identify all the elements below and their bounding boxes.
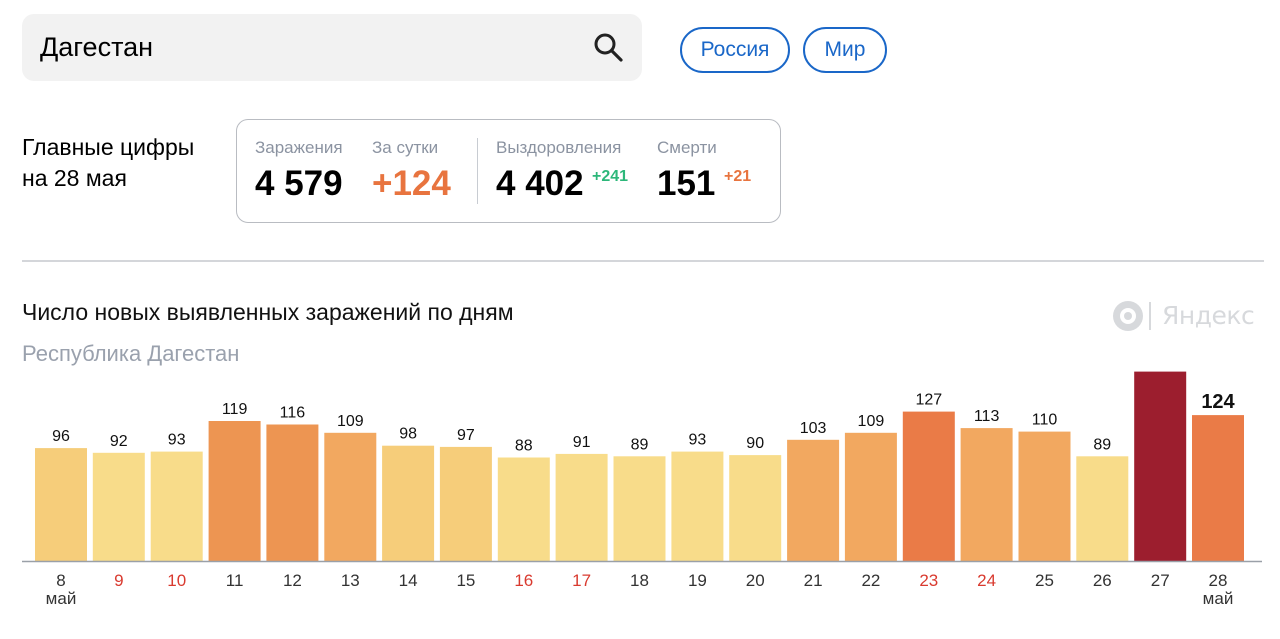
bar-24[interactable] — [960, 428, 1013, 561]
bar-27[interactable] — [1134, 371, 1187, 561]
x-tick-label: 22 — [861, 571, 880, 590]
x-tick-label: 10 — [167, 571, 186, 590]
bar-value-label: 93 — [689, 432, 707, 449]
bar-19[interactable] — [671, 451, 724, 561]
bar-18[interactable] — [613, 456, 666, 561]
deaths-value: 151 — [657, 164, 716, 203]
x-tick-label: 21 — [804, 571, 823, 590]
search-input[interactable]: Дагестан — [40, 32, 154, 62]
bar-21[interactable] — [787, 439, 840, 561]
x-tick-label: 15 — [456, 571, 475, 590]
x-tick-label: 12 — [283, 571, 302, 590]
bar-value-label: 119 — [222, 401, 248, 418]
search-icon[interactable] — [592, 31, 624, 63]
bar-value-label: 90 — [746, 435, 764, 452]
bar-value-label: 91 — [573, 434, 591, 451]
recovered-label: Выздоровления — [496, 138, 622, 157]
x-tick-label: 13 — [341, 571, 360, 590]
x-tick-label: 24 — [977, 571, 996, 590]
bar-11[interactable] — [208, 421, 261, 561]
bar-value-label: 124 — [1201, 391, 1235, 413]
bar-value-label: 109 — [858, 413, 885, 430]
russia-button[interactable]: Россия — [680, 27, 790, 73]
bar-value-label: 89 — [1093, 436, 1111, 453]
x-tick-label: 17 — [572, 571, 591, 590]
bar-9[interactable] — [92, 452, 145, 561]
bar-value-label: 127 — [915, 392, 942, 409]
x-tick-label: 19 — [688, 571, 707, 590]
x-tick-label: 28 — [1209, 571, 1228, 590]
daily-label: За сутки — [372, 138, 439, 157]
bar-value-label: 113 — [974, 408, 1000, 425]
stats-divider — [477, 138, 478, 204]
yandex-logo: Яндекс — [1112, 298, 1255, 334]
x-tick-label: 26 — [1093, 571, 1112, 590]
bar-value-label: 92 — [110, 433, 128, 450]
bar-12[interactable] — [266, 424, 319, 562]
summary-heading: Главные цифры на 28 мая — [22, 132, 222, 194]
recovered-delta: +241 — [592, 168, 629, 185]
bar-28[interactable] — [1192, 415, 1244, 561]
bar-value-label: 97 — [457, 427, 475, 444]
daily-value: +124 — [372, 164, 451, 203]
summary-heading-date: на 28 мая — [22, 165, 127, 191]
x-tick-label: 18 — [630, 571, 649, 590]
x-tick-label: 16 — [514, 571, 533, 590]
x-tick-label: 25 — [1035, 571, 1054, 590]
daily-infections-chart: 968май9299310119111161210913981497158816… — [22, 371, 1262, 608]
deaths-label: Смерти — [657, 138, 717, 157]
bar-15[interactable] — [439, 446, 492, 561]
yandex-logo-icon — [1113, 301, 1151, 331]
bar-10[interactable] — [150, 451, 203, 561]
x-tick-label: 23 — [919, 571, 938, 590]
bar-value-label: 96 — [52, 428, 70, 445]
recovered-value: 4 402 — [496, 164, 584, 203]
section-divider — [22, 260, 1264, 262]
x-tick-label: 11 — [226, 571, 244, 590]
bar-8[interactable] — [35, 448, 87, 561]
chart-subtitle: Республика Дагестан — [22, 341, 240, 366]
x-tick-label: 9 — [114, 571, 123, 590]
world-button[interactable]: Мир — [803, 27, 887, 73]
bar-value-label: 110 — [1032, 412, 1058, 429]
x-tick-label: 27 — [1151, 571, 1170, 590]
bar-value-label: 93 — [168, 432, 186, 449]
bar-value-label: 98 — [399, 426, 417, 443]
bar-value-label: 89 — [631, 436, 649, 453]
infections-label: Заражения — [255, 138, 343, 157]
bar-26[interactable] — [1076, 456, 1129, 561]
x-tick-label: 20 — [746, 571, 765, 590]
chart-title: Число новых выявленных заражений по дням — [22, 299, 514, 325]
summary-heading-title: Главные цифры — [22, 134, 195, 160]
bar-value-label: 103 — [800, 420, 827, 437]
search-box[interactable]: Дагестан — [22, 14, 642, 81]
x-month-label: май — [1203, 589, 1234, 608]
bar-25[interactable] — [1018, 431, 1071, 561]
bar-20[interactable] — [729, 455, 782, 561]
deaths-delta: +21 — [724, 168, 752, 185]
bar-23[interactable] — [902, 411, 955, 561]
yandex-logo-text: Яндекс — [1162, 301, 1255, 330]
x-tick-label: 14 — [399, 571, 418, 590]
x-month-label: май — [46, 589, 77, 608]
bar-14[interactable] — [382, 445, 435, 561]
bar-22[interactable] — [844, 432, 897, 561]
x-tick-label: 8 — [56, 571, 65, 590]
infections-value: 4 579 — [255, 164, 343, 203]
bar-value-label: 88 — [515, 438, 533, 455]
stats-card: Заражения 4 579 За сутки +124 Выздоровле… — [236, 119, 781, 223]
bar-value-label: 109 — [337, 413, 364, 430]
bar-16[interactable] — [497, 457, 550, 562]
bar-13[interactable] — [324, 432, 377, 561]
bar-17[interactable] — [555, 453, 608, 561]
bar-value-label: 116 — [280, 405, 306, 422]
